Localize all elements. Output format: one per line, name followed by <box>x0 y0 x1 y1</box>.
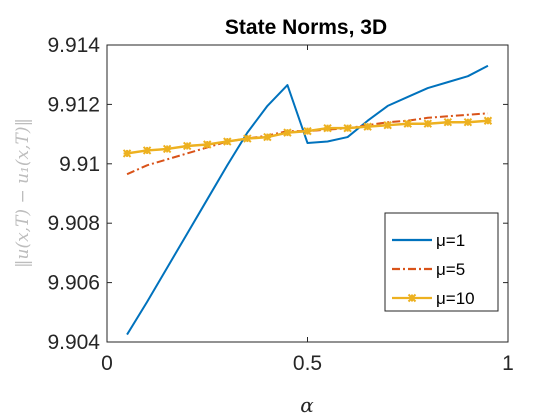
series-3-point <box>483 116 493 125</box>
legend-marker-3-stroke <box>407 293 417 303</box>
series-3-point-stroke <box>142 146 152 155</box>
series-3-point <box>162 144 172 154</box>
series-3-point-stroke <box>243 134 252 143</box>
series-3-point <box>243 134 252 143</box>
x-tick-label: 0.5 <box>293 352 322 375</box>
series-3-point-stroke <box>383 120 392 130</box>
series-3-point <box>363 122 372 131</box>
y-axis: 9.904 9.906 9.908 9.91 9.912 9.914 <box>47 34 508 354</box>
series-3-point <box>323 123 332 133</box>
series-3-point <box>283 128 292 137</box>
series-3-point-stroke <box>223 137 232 146</box>
y-tick-label: 9.912 <box>47 93 100 116</box>
series-line-1 <box>126 64 489 336</box>
series-line-2 <box>126 112 489 176</box>
y-tick-label: 9.906 <box>47 272 100 295</box>
legend-label-2: μ=5 <box>436 260 465 279</box>
series-3-point <box>463 118 473 127</box>
legend-box <box>384 212 499 312</box>
x-tick-label: 0 <box>101 352 113 375</box>
series-3-point <box>383 120 392 130</box>
legend-label-1: μ=1 <box>436 231 465 250</box>
series-3-point-stroke <box>403 119 412 128</box>
y-tick-label: 9.91 <box>59 153 100 176</box>
series-3-point <box>443 118 453 127</box>
legend: μ=1 μ=5 μ=10 <box>384 212 499 312</box>
series-3-point-stroke <box>363 122 372 131</box>
series-3-point <box>142 146 152 155</box>
x-axis-label: α <box>300 393 314 417</box>
legend-label-3: μ=10 <box>436 289 475 308</box>
series-3-point-stroke <box>203 140 212 149</box>
series-3-point-stroke <box>423 119 433 128</box>
series-3-point <box>122 149 132 158</box>
series-3-point <box>263 132 272 142</box>
y-axis-label: ‖u(x,T) − u₁(x,T)‖ <box>13 118 33 268</box>
series-3-point-stroke <box>323 123 332 133</box>
series-3-point <box>343 123 352 133</box>
series-3-point-stroke <box>343 123 352 133</box>
series-3-point-stroke <box>263 132 272 142</box>
chart-title: State Norms, 3D <box>225 16 387 39</box>
series-3-point <box>303 126 312 136</box>
series-3-point-stroke <box>122 149 132 158</box>
series-3-point-stroke <box>303 126 312 136</box>
series-3-point <box>182 141 192 151</box>
series-3-point-stroke <box>483 116 493 125</box>
x-tick-label: 1 <box>502 352 514 375</box>
legend-marker-3 <box>407 293 417 303</box>
y-tick-label: 9.908 <box>47 212 100 235</box>
series-3-point <box>403 119 412 128</box>
series-3-point-stroke <box>463 118 473 127</box>
series-3-point <box>203 140 212 149</box>
series-3-point <box>423 119 433 128</box>
series-3-point-stroke <box>443 118 453 127</box>
series-3-point-stroke <box>182 141 192 151</box>
series-layer <box>122 64 493 336</box>
series-3-point-stroke <box>283 128 292 137</box>
series-3-point-stroke <box>162 144 172 154</box>
x-axis: 0 0.5 1 <box>101 45 514 375</box>
y-tick-label: 9.904 <box>47 331 100 354</box>
series-3-point <box>223 137 232 146</box>
y-tick-label: 9.914 <box>47 34 100 57</box>
